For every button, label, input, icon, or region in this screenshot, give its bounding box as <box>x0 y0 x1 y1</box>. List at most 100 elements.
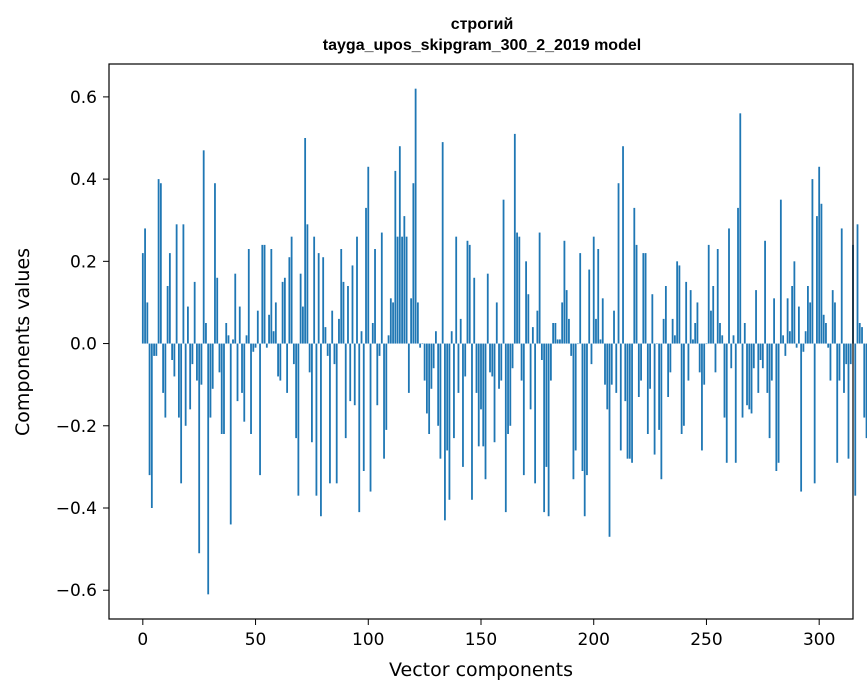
bar <box>856 224 859 344</box>
bar <box>439 343 442 459</box>
bar <box>597 249 600 344</box>
bar <box>383 343 385 459</box>
bar <box>198 343 201 554</box>
bar <box>838 343 841 381</box>
x-tick-label: 50 <box>245 630 267 650</box>
bar <box>374 249 376 344</box>
bar <box>773 298 775 344</box>
bar <box>660 343 663 480</box>
bar <box>531 327 534 344</box>
bar <box>351 265 354 344</box>
bar <box>710 310 712 344</box>
bar <box>834 302 836 344</box>
bar <box>369 343 372 492</box>
y-tick-label: 0.2 <box>70 252 97 272</box>
bar <box>184 343 187 426</box>
bar <box>171 343 174 360</box>
bar <box>430 343 433 389</box>
bar <box>791 286 794 344</box>
bar <box>502 199 505 344</box>
bar <box>865 343 867 439</box>
bar <box>622 146 624 344</box>
y-axis-ticks: −0.6 −0.4 −0.2 0.0 0.2 0.4 0.6 <box>56 88 109 601</box>
bar <box>333 343 336 365</box>
bar <box>412 183 415 344</box>
bar <box>148 343 151 476</box>
bar <box>444 343 446 521</box>
bar <box>214 183 216 344</box>
bar <box>493 343 496 443</box>
bar <box>680 343 683 434</box>
bar <box>250 343 252 434</box>
bar <box>613 310 615 344</box>
bar <box>324 327 327 344</box>
bar <box>764 240 766 344</box>
bar <box>752 343 755 369</box>
bar <box>477 343 480 447</box>
x-tick-label: 150 <box>465 630 497 650</box>
bar <box>270 249 273 344</box>
bar <box>563 240 566 344</box>
bar <box>671 318 674 344</box>
bar <box>662 318 665 344</box>
x-tick-label: 0 <box>137 630 148 650</box>
bar <box>570 343 573 356</box>
y-axis-label: Components values <box>12 248 34 436</box>
bar <box>816 216 818 344</box>
bar <box>719 323 721 344</box>
bar <box>220 343 223 434</box>
bar <box>714 343 717 373</box>
bar <box>423 343 426 381</box>
bar <box>809 302 812 344</box>
bar <box>191 343 194 365</box>
bar <box>633 207 636 344</box>
bar <box>450 331 453 344</box>
bar <box>631 343 633 463</box>
bar <box>689 290 692 344</box>
bar <box>342 281 345 344</box>
bar <box>728 228 730 344</box>
bar <box>579 253 582 344</box>
bar <box>561 302 564 344</box>
bar <box>157 179 160 344</box>
bar <box>200 343 203 385</box>
y-tick-label: −0.2 <box>56 417 97 437</box>
bar <box>507 343 509 434</box>
bar <box>845 343 848 365</box>
bar <box>784 343 787 356</box>
bar <box>658 343 661 430</box>
bar <box>225 323 228 344</box>
bar <box>223 343 225 434</box>
bar <box>538 232 541 344</box>
bar <box>455 236 458 344</box>
bar <box>256 310 259 344</box>
bar <box>653 343 656 455</box>
bar <box>329 343 331 484</box>
bar <box>446 343 449 451</box>
bar <box>500 343 503 381</box>
bar <box>649 343 651 389</box>
bar <box>847 343 850 459</box>
bar <box>274 302 277 344</box>
bar <box>281 281 284 344</box>
x-axis-label: Vector components <box>389 659 573 681</box>
bar <box>247 249 250 344</box>
bar <box>655 343 658 345</box>
bar <box>750 343 753 414</box>
bar <box>331 310 334 344</box>
bar <box>513 133 516 344</box>
bar <box>768 343 771 439</box>
bar <box>651 294 654 344</box>
bar <box>365 207 367 344</box>
bar <box>180 343 183 484</box>
bar <box>216 277 219 344</box>
bar <box>380 232 383 344</box>
bar <box>583 343 586 517</box>
bar <box>243 343 246 422</box>
bar <box>640 343 642 381</box>
bar <box>376 343 379 406</box>
bar <box>241 343 243 393</box>
bar <box>277 343 279 377</box>
bar <box>554 323 557 344</box>
